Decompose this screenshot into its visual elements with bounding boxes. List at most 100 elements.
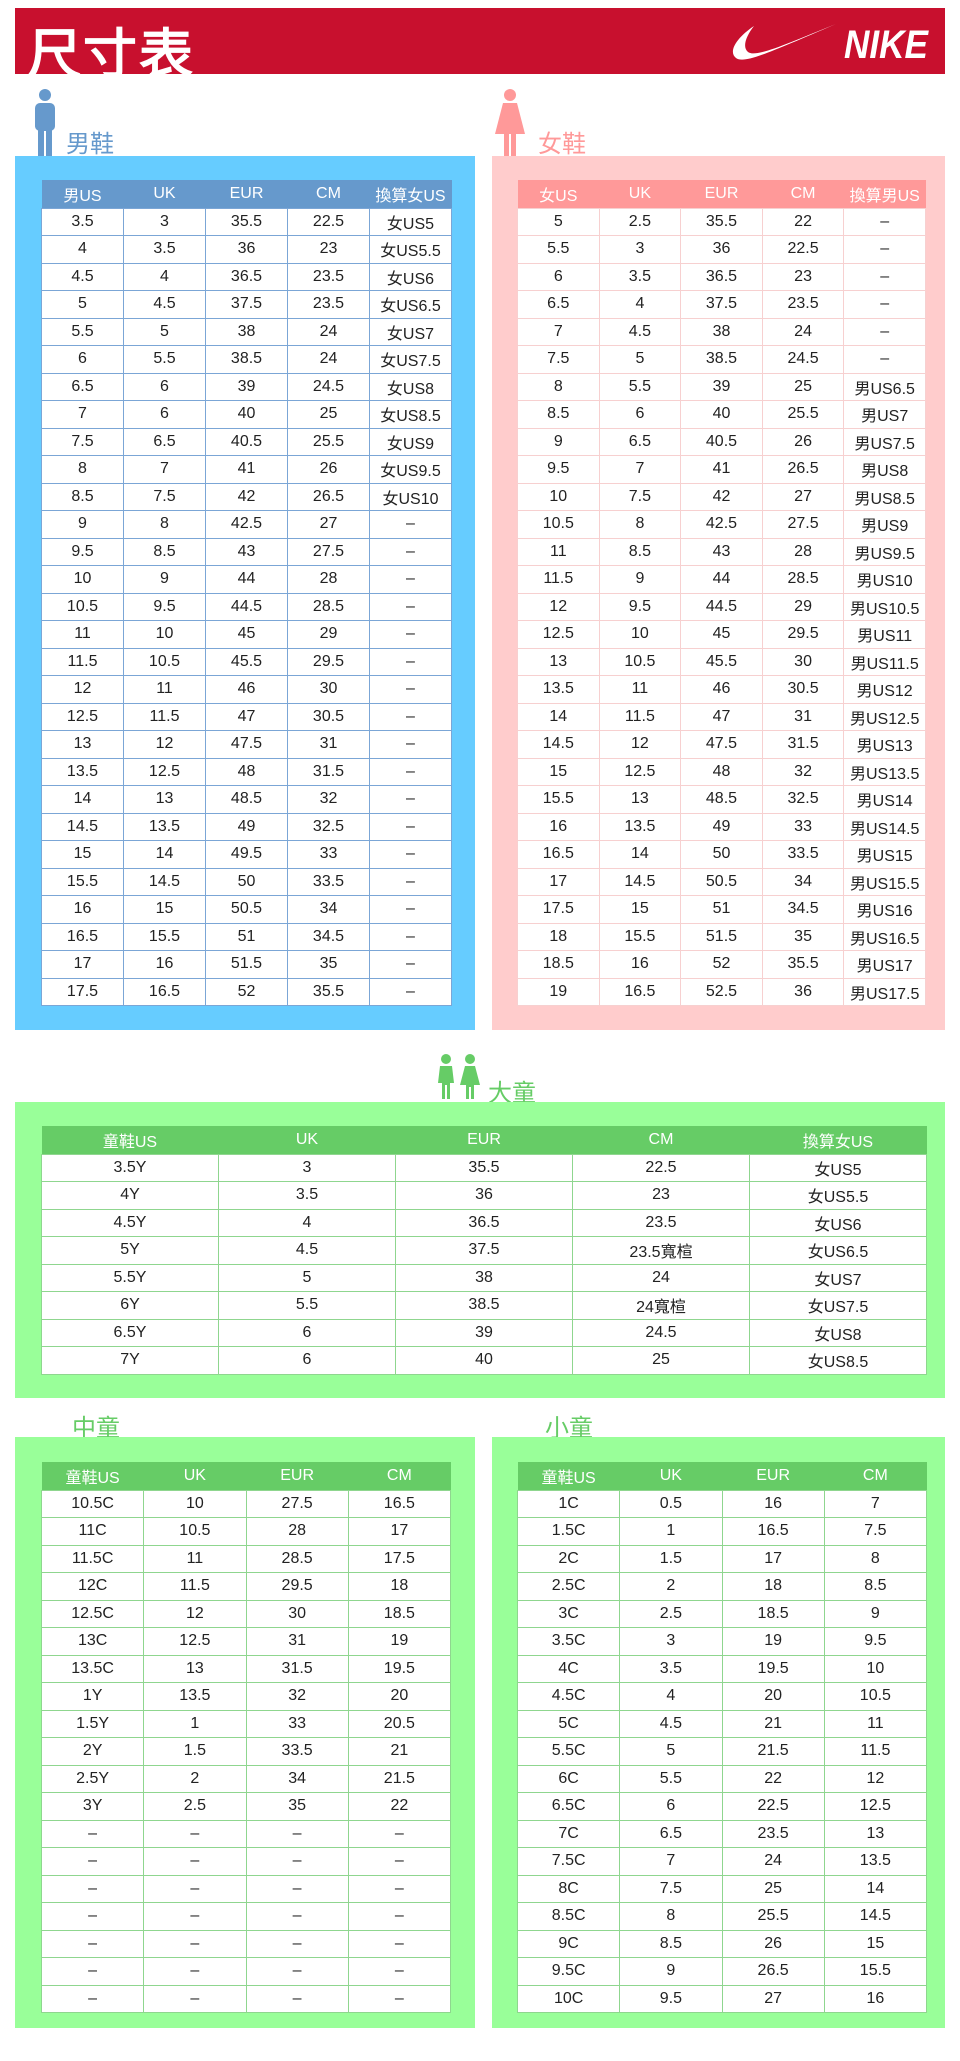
table-cell: 50.5 <box>205 895 288 924</box>
table-cell: 5C <box>516 1709 621 1738</box>
table-cell: 33.5 <box>245 1737 349 1766</box>
table-cell: – <box>843 262 926 291</box>
table-cell: 10.5 <box>143 1517 247 1546</box>
table-cell: 11 <box>143 1544 247 1573</box>
table-cell: 31.5 <box>245 1654 349 1683</box>
table-cell: 24寬楦 <box>572 1291 750 1320</box>
table-row: 16 13.5 49 33 男US14.5 <box>517 812 926 841</box>
table-row: 5Y 4.5 37.5 23.5寬楦 女US6.5 <box>41 1236 927 1265</box>
table-cell: 47.5 <box>680 730 763 759</box>
table-cell: 27 <box>287 510 370 539</box>
table-cell: 11.5 <box>123 702 206 731</box>
table-cell: 33.5 <box>761 840 845 869</box>
table-cell: 20.5 <box>347 1709 452 1738</box>
table-cell: 1.5 <box>143 1737 247 1766</box>
table-cell: 38.5 <box>395 1291 573 1320</box>
table-cell: 15 <box>517 757 600 786</box>
table-row: 8.5 6 40 25.5 男US7 <box>517 400 926 429</box>
table-cell: – <box>369 922 452 951</box>
table-cell: 11.5 <box>143 1572 247 1601</box>
table-cell: 8 <box>41 455 124 484</box>
table-row: 6 5.5 38.5 24 女US7.5 <box>41 345 452 374</box>
table-row: 9.5 8.5 43 27.5– <box>41 537 452 566</box>
table-cell: 16 <box>123 950 206 979</box>
table-cell: – <box>40 1929 145 1958</box>
table-cell: 男US9.5 <box>843 537 926 566</box>
table-row: 19 16.5 52.5 36 男US17.5 <box>517 977 926 1006</box>
table-row: 9.5 7 41 26.5 男US8 <box>517 455 926 484</box>
table-cell: 6 <box>218 1318 396 1347</box>
table-cell: 36.5 <box>205 262 288 291</box>
page-title: 尺寸表 <box>27 23 195 86</box>
table-cell: 11 <box>517 537 600 566</box>
table-cell: 24 <box>761 317 845 346</box>
table-cell: 12.5C <box>40 1599 145 1628</box>
table-cell: 6 <box>619 1792 723 1821</box>
table-cell: 7.5 <box>598 482 682 511</box>
table-cell: 8.5C <box>516 1902 621 1931</box>
table-cell: 18.5 <box>721 1599 825 1628</box>
table-row: 4.5Y 4 36.5 23.5 女US6 <box>41 1208 927 1237</box>
table-cell: 30.5 <box>761 675 845 704</box>
table-cell: – <box>369 895 452 924</box>
table-row: 8.5 7.5 42 26.5 女US10 <box>41 482 452 511</box>
table-cell: 48 <box>205 757 288 786</box>
table-cell: 女US7.5 <box>749 1291 927 1320</box>
table-cell: – <box>347 1984 452 2013</box>
table-cell: 16.5 <box>517 840 600 869</box>
table-cell: 14 <box>123 840 206 869</box>
column-header: EUR <box>395 1126 573 1154</box>
table-cell: 9 <box>619 1957 723 1986</box>
table-row: 3.5 3 35.5 22.5 女US5 <box>41 207 452 236</box>
table-row: 12 11 46 30– <box>41 675 452 704</box>
table-header-row: 童鞋US UK EUR CM 換算女US <box>41 1126 927 1154</box>
big-kids-panel: 童鞋US UK EUR CM 換算女US 3.5Y 3 35.5 22.5 女US5 4Y 3.5 36… <box>15 1102 945 1398</box>
table-cell: – <box>843 207 926 236</box>
table-cell: 14.5 <box>41 812 124 841</box>
table-cell: 40.5 <box>205 427 288 456</box>
table-cell: 5 <box>41 290 124 319</box>
column-header: EUR <box>722 1462 825 1490</box>
table-cell: 7.5 <box>517 345 600 374</box>
table-cell: 1C <box>516 1489 621 1518</box>
table-cell: 24.5 <box>572 1318 750 1347</box>
table-cell: 女US9.5 <box>369 455 452 484</box>
table-cell: – <box>245 1984 349 2013</box>
column-header: UK <box>619 1462 722 1490</box>
table-row: 6.5Y 6 39 24.5 女US8 <box>41 1318 927 1347</box>
table-cell: 51.5 <box>205 950 288 979</box>
man-icon <box>35 89 55 158</box>
table-cell: 女US6 <box>749 1208 927 1237</box>
table-cell: 29 <box>287 620 370 649</box>
table-cell: 8C <box>516 1874 621 1903</box>
table-cell: 18.5 <box>517 950 600 979</box>
table-cell: 女US8.5 <box>749 1346 927 1375</box>
table-cell: 12C <box>40 1572 145 1601</box>
table-row: 9C 8.5 26 15 <box>516 1929 928 1958</box>
table-cell: 11 <box>598 675 682 704</box>
table-cell: 15.5 <box>41 867 124 896</box>
table-cell: 13.5 <box>517 675 600 704</box>
table-cell: 31.5 <box>761 730 845 759</box>
table-cell: 女US5.5 <box>369 235 452 264</box>
table-cell: 14 <box>598 840 682 869</box>
table-cell: 35 <box>287 950 370 979</box>
table-cell: 37.5 <box>680 290 763 319</box>
table-cell: 35.5 <box>395 1153 573 1182</box>
table-row: 12.5 10 45 29.5 男US11 <box>517 620 926 649</box>
table-cell: 男US8 <box>843 455 926 484</box>
table-row: 7C 6.5 23.5 13 <box>516 1819 928 1848</box>
table-cell: – <box>143 1984 247 2013</box>
table-cell: 女US6.5 <box>749 1236 927 1265</box>
table-cell: 6.5 <box>41 372 124 401</box>
column-header: 童鞋US <box>41 1126 219 1154</box>
table-cell: 男US10 <box>843 565 926 594</box>
table-cell: 30.5 <box>287 702 370 731</box>
table-cell: – <box>369 647 452 676</box>
table-cell: 40 <box>680 400 763 429</box>
table-cell: 42.5 <box>680 510 763 539</box>
table-cell: 29 <box>761 592 845 621</box>
table-cell: 46 <box>680 675 763 704</box>
table-cell: – <box>369 977 452 1006</box>
table-cell: 30 <box>287 675 370 704</box>
